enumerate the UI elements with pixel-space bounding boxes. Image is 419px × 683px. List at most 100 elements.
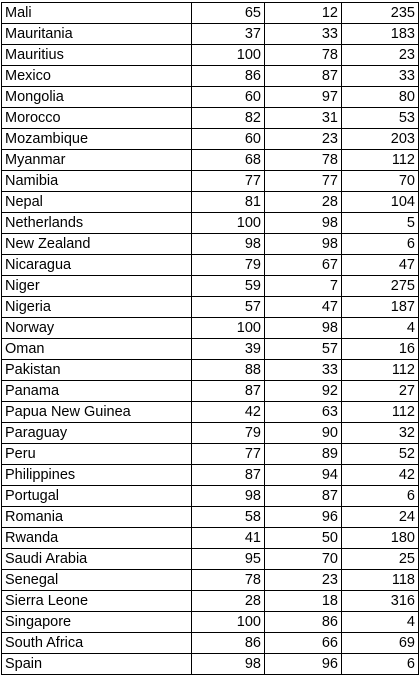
table-row: Rwanda 41 50 180 [1, 527, 419, 549]
value-cell-1: 58 [191, 506, 265, 528]
table-row: New Zealand 98 98 6 [1, 233, 419, 255]
value-cell-3: 180 [341, 527, 419, 549]
value-cell-1: 39 [191, 338, 265, 360]
value-cell-3: 42 [341, 464, 419, 486]
table-row: Niger 59 7 275 [1, 275, 419, 297]
value-cell-3: 112 [341, 359, 419, 381]
table-row: Netherlands 100 98 5 [1, 212, 419, 234]
country-cell: Nepal [1, 191, 192, 213]
country-cell: Mozambique [1, 128, 192, 150]
value-cell-3: 80 [341, 86, 419, 108]
value-cell-2: 87 [264, 485, 342, 507]
table-row: Peru 77 89 52 [1, 443, 419, 465]
value-cell-2: 78 [264, 44, 342, 66]
value-cell-3: 187 [341, 296, 419, 318]
value-cell-1: 87 [191, 380, 265, 402]
country-cell: Papua New Guinea [1, 401, 192, 423]
table-row: Mozambique 60 23 203 [1, 128, 419, 150]
table-row: Oman 39 57 16 [1, 338, 419, 360]
value-cell-3: 5 [341, 212, 419, 234]
value-cell-2: 78 [264, 149, 342, 171]
country-cell: New Zealand [1, 233, 192, 255]
value-cell-1: 77 [191, 170, 265, 192]
value-cell-3: 4 [341, 611, 419, 633]
table-row: South Africa 86 66 69 [1, 632, 419, 654]
value-cell-1: 59 [191, 275, 265, 297]
value-cell-3: 32 [341, 422, 419, 444]
value-cell-2: 97 [264, 86, 342, 108]
value-cell-3: 33 [341, 65, 419, 87]
country-cell: Myanmar [1, 149, 192, 171]
value-cell-2: 7 [264, 275, 342, 297]
country-cell: Paraguay [1, 422, 192, 444]
table-row: Portugal 98 87 6 [1, 485, 419, 507]
value-cell-1: 100 [191, 212, 265, 234]
value-cell-3: 70 [341, 170, 419, 192]
value-cell-1: 86 [191, 632, 265, 654]
value-cell-3: 6 [341, 485, 419, 507]
value-cell-1: 81 [191, 191, 265, 213]
value-cell-2: 92 [264, 380, 342, 402]
value-cell-3: 275 [341, 275, 419, 297]
country-cell: Senegal [1, 569, 192, 591]
table-row: Nepal 81 28 104 [1, 191, 419, 213]
value-cell-3: 6 [341, 653, 419, 675]
table-row: Sierra Leone 28 18 316 [1, 590, 419, 612]
country-cell: Nigeria [1, 296, 192, 318]
value-cell-1: 100 [191, 317, 265, 339]
country-cell: Peru [1, 443, 192, 465]
country-cell: Niger [1, 275, 192, 297]
value-cell-3: 112 [341, 149, 419, 171]
value-cell-3: 69 [341, 632, 419, 654]
value-cell-2: 98 [264, 317, 342, 339]
value-cell-2: 23 [264, 128, 342, 150]
table-row: Spain 98 96 6 [1, 653, 419, 675]
country-cell: Romania [1, 506, 192, 528]
value-cell-1: 28 [191, 590, 265, 612]
country-cell: Netherlands [1, 212, 192, 234]
value-cell-1: 60 [191, 86, 265, 108]
value-cell-1: 42 [191, 401, 265, 423]
country-cell: Saudi Arabia [1, 548, 192, 570]
country-cell: Morocco [1, 107, 192, 129]
table-row: Senegal 78 23 118 [1, 569, 419, 591]
table-row: Singapore 100 86 4 [1, 611, 419, 633]
value-cell-3: 118 [341, 569, 419, 591]
value-cell-1: 87 [191, 464, 265, 486]
value-cell-2: 23 [264, 569, 342, 591]
value-cell-1: 60 [191, 128, 265, 150]
value-cell-3: 235 [341, 2, 419, 24]
value-cell-2: 96 [264, 653, 342, 675]
country-cell: Oman [1, 338, 192, 360]
country-cell: Rwanda [1, 527, 192, 549]
value-cell-3: 316 [341, 590, 419, 612]
value-cell-2: 12 [264, 2, 342, 24]
value-cell-3: 6 [341, 233, 419, 255]
country-cell: Spain [1, 653, 192, 675]
value-cell-1: 98 [191, 485, 265, 507]
value-cell-2: 96 [264, 506, 342, 528]
value-cell-2: 98 [264, 212, 342, 234]
value-cell-2: 18 [264, 590, 342, 612]
table-row: Romania 58 96 24 [1, 506, 419, 528]
table-row: Mauritius 100 78 23 [1, 44, 419, 66]
table-row: Mauritania 37 33 183 [1, 23, 419, 45]
country-cell: South Africa [1, 632, 192, 654]
value-cell-1: 86 [191, 65, 265, 87]
value-cell-2: 90 [264, 422, 342, 444]
country-cell: Mauritania [1, 23, 192, 45]
value-cell-3: 53 [341, 107, 419, 129]
value-cell-3: 23 [341, 44, 419, 66]
country-cell: Mongolia [1, 86, 192, 108]
value-cell-2: 70 [264, 548, 342, 570]
table-row: Norway 100 98 4 [1, 317, 419, 339]
value-cell-3: 112 [341, 401, 419, 423]
country-cell: Mali [1, 2, 192, 24]
value-cell-1: 65 [191, 2, 265, 24]
value-cell-2: 47 [264, 296, 342, 318]
value-cell-2: 86 [264, 611, 342, 633]
value-cell-3: 24 [341, 506, 419, 528]
value-cell-1: 37 [191, 23, 265, 45]
